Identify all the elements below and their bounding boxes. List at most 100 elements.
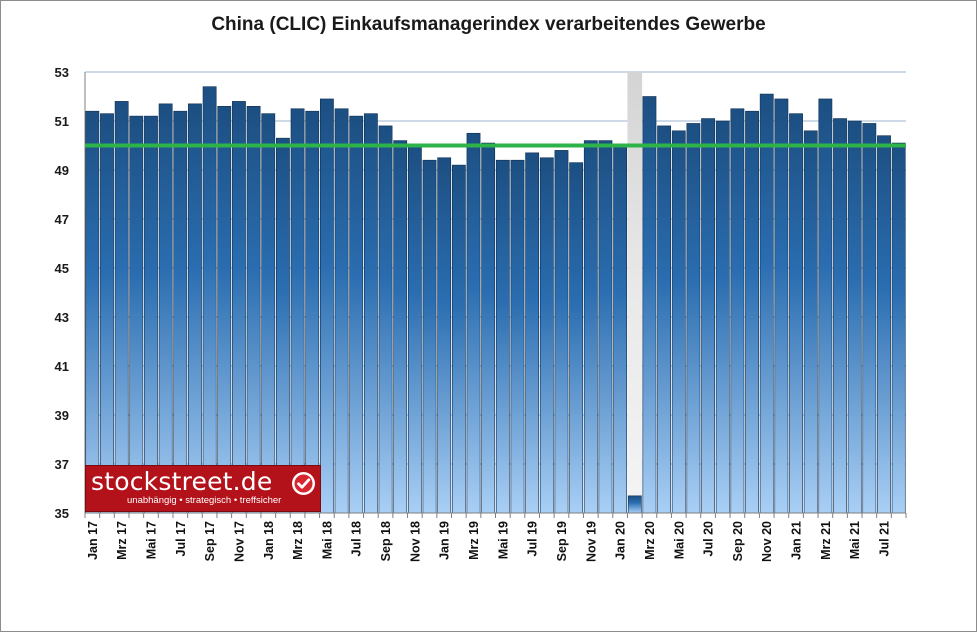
x-tick-label: Jul 20 (702, 521, 716, 556)
bar (217, 106, 232, 514)
bar (569, 162, 584, 514)
y-tick-label: 35 (55, 506, 69, 521)
bar (407, 145, 422, 514)
x-tick-label: Mrz 18 (291, 521, 305, 560)
x-tick-label: Mai 19 (496, 521, 510, 559)
bars (85, 72, 906, 514)
bar (246, 106, 261, 514)
x-tick-label: Mai 20 (672, 521, 686, 559)
bar (613, 145, 628, 514)
bar (642, 96, 657, 514)
bar (818, 98, 833, 514)
bar (378, 125, 393, 514)
bar (129, 115, 144, 514)
bar (701, 118, 715, 514)
bar (833, 118, 847, 514)
bar (525, 152, 540, 514)
y-tick-label: 51 (55, 114, 69, 129)
bar (554, 150, 569, 514)
x-tick-label: Mai 18 (320, 521, 334, 559)
y-tick-label: 45 (55, 261, 69, 276)
bar (495, 159, 510, 514)
bar (363, 113, 378, 514)
bar (100, 113, 114, 514)
bar (671, 130, 686, 514)
bar (349, 115, 364, 514)
bar (539, 157, 554, 514)
x-tick-label: Nov 19 (584, 521, 598, 562)
x-tick-label: Jan 19 (438, 521, 452, 560)
x-tick-label: Jul 18 (350, 521, 364, 556)
bar (85, 110, 100, 514)
chart-title: China (CLIC) Einkaufsmanagerindex verarb… (211, 14, 766, 35)
x-tick-label: Nov 17 (232, 521, 246, 562)
bar (158, 103, 173, 514)
bar (774, 98, 789, 514)
bar (451, 164, 466, 514)
bar (173, 110, 188, 514)
bar (188, 103, 202, 514)
bar (759, 93, 774, 514)
checkmark-icon (292, 472, 315, 495)
y-tick-label: 47 (55, 212, 69, 227)
x-tick-label: Mrz 20 (643, 521, 657, 560)
x-tick-label: Mrz 17 (115, 521, 129, 560)
y-tick-label: 37 (55, 457, 69, 472)
stockstreet-logo: stockstreet.de unabhängig • strategisch … (85, 465, 321, 512)
y-tick-label: 41 (55, 359, 69, 374)
y-tick-label: 49 (55, 163, 69, 178)
x-tick-labels: Jan 17 Mrz 17 Mai 17 Jul 17 Sep 17 Nov 17 Jan … (86, 521, 892, 562)
x-tick-label: Mrz 19 (467, 521, 481, 560)
bar (891, 142, 906, 514)
x-tick-label: Jan 21 (790, 521, 804, 560)
bar (114, 101, 129, 514)
bar (847, 120, 862, 514)
x-tick-label: Sep 19 (555, 521, 569, 561)
x-tick-label: Sep 20 (731, 521, 745, 561)
bar (510, 159, 525, 514)
bar (803, 130, 818, 514)
bar (276, 137, 290, 514)
y-tick-label: 53 (55, 65, 69, 80)
axes (84, 72, 907, 518)
bar (877, 135, 891, 514)
x-tick-label: Jan 17 (86, 521, 100, 560)
x-tick-label: Jan 18 (262, 521, 276, 560)
bar (422, 159, 437, 514)
x-tick-label: Sep 17 (203, 521, 217, 561)
bar (305, 110, 320, 514)
bar (730, 108, 745, 514)
bar (598, 140, 613, 514)
bar (481, 142, 496, 514)
y-tick-label: 39 (55, 408, 69, 423)
bar (437, 157, 452, 514)
x-tick-label: Mai 21 (848, 521, 862, 559)
y-tick-labels: 35 37 39 41 43 45 47 49 51 53 (55, 65, 69, 521)
bar (627, 495, 642, 514)
bar (686, 123, 701, 514)
bar (334, 108, 349, 514)
bar (320, 98, 334, 514)
bar (202, 86, 217, 514)
bar (715, 120, 730, 514)
x-tick-label: Nov 20 (760, 521, 774, 562)
x-tick-label: Mrz 21 (819, 521, 833, 560)
bar (232, 101, 246, 514)
logo-wordmark: stockstreet.de (91, 467, 273, 496)
logo-tagline: unabhängig • strategisch • treffsicher (127, 495, 282, 506)
bar (657, 125, 671, 514)
x-tick-label: Sep 18 (379, 521, 393, 561)
bar (862, 123, 877, 514)
x-tick-label: Jul 21 (878, 521, 892, 556)
bar (144, 115, 158, 514)
y-tick-label: 43 (55, 310, 69, 325)
bar (261, 113, 276, 514)
x-tick-label: Nov 18 (408, 521, 422, 562)
bar (789, 113, 803, 514)
bar (393, 140, 408, 514)
bar (466, 132, 481, 514)
x-tick-label: Jul 19 (526, 521, 540, 556)
bar (745, 110, 759, 514)
highlight-band (627, 72, 643, 513)
